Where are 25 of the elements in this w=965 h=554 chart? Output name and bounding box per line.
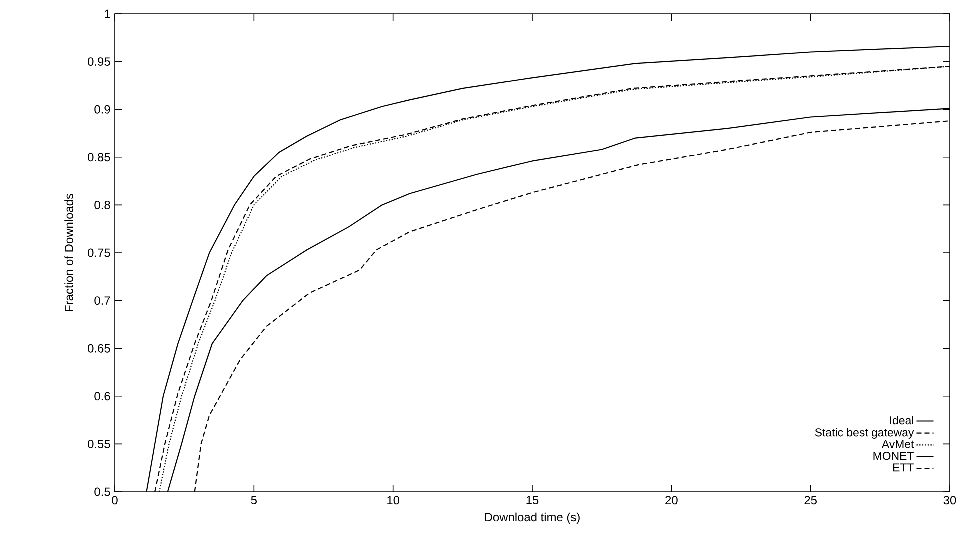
y-tick-label: 0.55 — [88, 440, 110, 448]
y-tick-label: 0.65 — [88, 344, 110, 353]
y-axis-title: Fraction of Downloads — [64, 194, 74, 312]
y-tick-label: 0.75 — [88, 248, 110, 258]
x-tick-label: 5 — [251, 496, 257, 505]
y-tick-label: 0.8 — [94, 200, 110, 210]
x-axis-title: Download time (s) — [485, 512, 580, 524]
legend-label: Static best gateway — [815, 428, 914, 439]
legend-label: MONET — [874, 452, 914, 460]
y-tick-label: 1 — [105, 10, 110, 18]
x-tick-label: 20 — [666, 496, 678, 505]
y-tick-label: 0.5 — [94, 488, 110, 496]
legend-label: AvMet — [882, 440, 914, 448]
x-tick-label: 15 — [526, 496, 539, 505]
y-tick-label: 0.85 — [88, 153, 110, 162]
legend-label: ETT — [893, 464, 914, 472]
x-tick-label: 0 — [112, 496, 118, 505]
y-tick-label: 0.9 — [94, 105, 110, 114]
y-tick-label: 0.7 — [94, 296, 110, 306]
x-tick-label: 25 — [804, 496, 817, 505]
legend-label: Ideal — [890, 416, 914, 425]
x-tick-label: 10 — [388, 496, 400, 505]
y-tick-label: 0.95 — [88, 58, 110, 66]
x-tick-label: 30 — [944, 496, 956, 505]
y-tick-label: 0.6 — [94, 392, 110, 401]
